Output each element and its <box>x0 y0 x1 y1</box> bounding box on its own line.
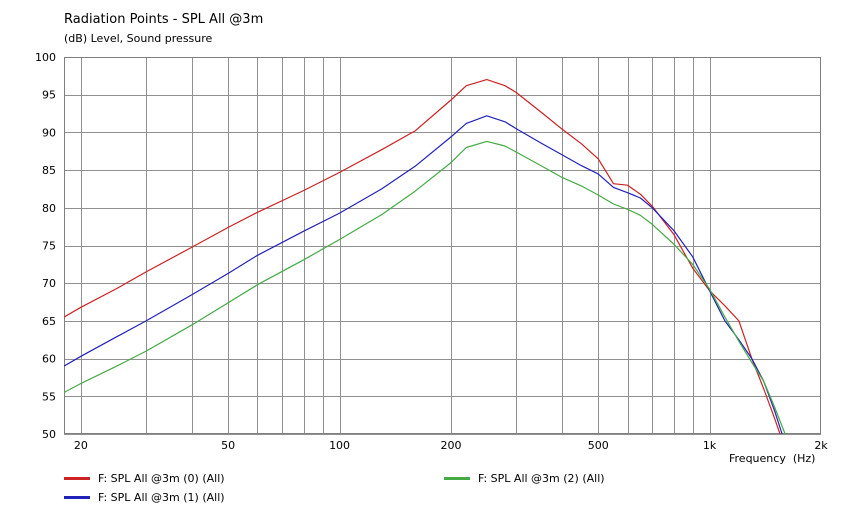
y-tick-label: 85 <box>42 164 56 177</box>
y-tick-label: 70 <box>42 277 56 290</box>
legend-swatch-1 <box>64 496 90 499</box>
y-tick-label: 55 <box>42 390 56 403</box>
plot-frame <box>64 57 821 434</box>
chart-title: Radiation Points - SPL All @3m <box>64 12 264 27</box>
series-line-2 <box>64 140 786 434</box>
x-tick-label: 2k <box>814 439 828 452</box>
y-tick-label: 100 <box>35 51 56 64</box>
y-tick-label: 90 <box>42 126 56 139</box>
chart-subtitle: (dB) Level, Sound pressure <box>64 32 212 45</box>
x-axis-title: Frequency <box>729 452 786 465</box>
y-tick-label: 75 <box>42 240 56 253</box>
x-tick-label: 100 <box>329 439 350 452</box>
x-tick-label: 500 <box>588 439 609 452</box>
x-tick-label: 1k <box>703 439 717 452</box>
legend-swatch-2 <box>444 477 470 480</box>
y-tick-label: 95 <box>42 89 56 102</box>
legend-item-0: F: SPL All @3m (0) (All) <box>64 472 225 485</box>
series-line-1 <box>64 115 783 434</box>
y-tick-label: 80 <box>42 202 56 215</box>
y-axis-label: Level, Sound pressure <box>90 32 213 45</box>
legend-label-0: F: SPL All @3m (0) (All) <box>98 472 225 485</box>
y-tick-label: 50 <box>42 428 56 441</box>
x-tick-label: 200 <box>440 439 461 452</box>
legend-swatch-0 <box>64 477 90 480</box>
x-tick-label: 50 <box>221 439 235 452</box>
legend-item-2: F: SPL All @3m (2) (All) <box>444 472 605 485</box>
y-unit-label: (dB) <box>64 32 88 45</box>
x-unit-label: (Hz) <box>792 452 816 465</box>
series-line-0 <box>64 79 781 434</box>
x-tick-label: 20 <box>74 439 88 452</box>
legend-label-1: F: SPL All @3m (1) (All) <box>98 491 225 504</box>
y-tick-label: 65 <box>42 315 56 328</box>
x-axis-label: Frequency (Hz) <box>729 452 815 465</box>
legend-item-1: F: SPL All @3m (1) (All) <box>64 491 225 504</box>
plot-area <box>64 57 821 434</box>
legend-label-2: F: SPL All @3m (2) (All) <box>478 472 605 485</box>
y-tick-label: 60 <box>42 353 56 366</box>
